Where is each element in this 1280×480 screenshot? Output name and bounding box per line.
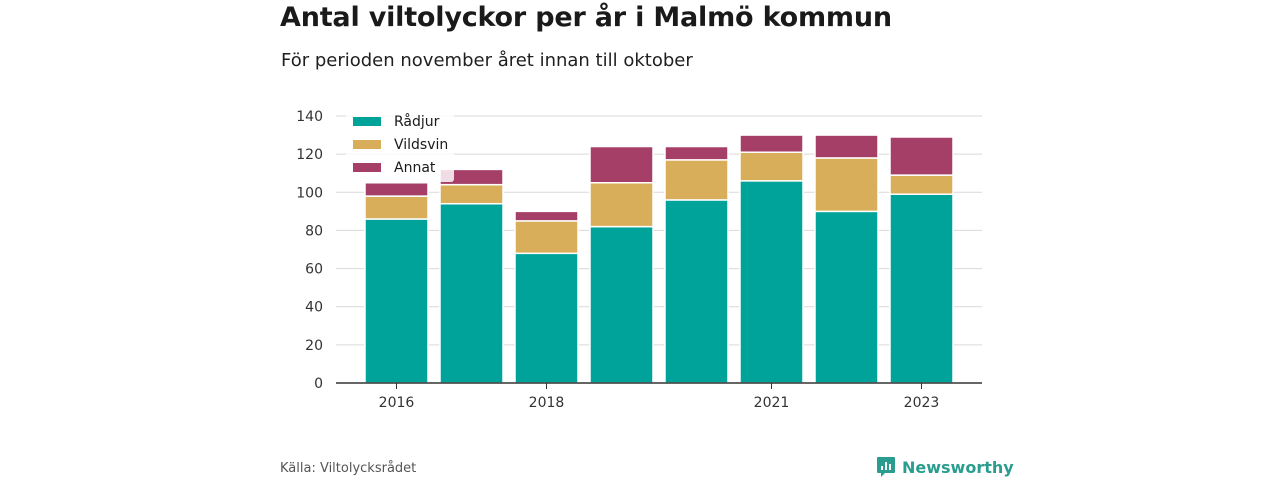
x-tick-label: 2018 [529,395,565,411]
bar-segment [889,174,954,195]
bar-segment [739,134,804,153]
newsworthy-logo-icon [877,457,895,477]
chart-subtitle: För perioden november året innan till ok… [281,50,693,71]
bar-segment [664,199,729,384]
legend-label: Vildsvin [394,137,448,153]
y-tick-label: 0 [314,376,323,392]
bar-segment [589,225,654,384]
bar-segment [814,134,879,159]
bar-segment [814,157,879,213]
x-tick-label: 2016 [379,395,415,411]
bar-segment [439,202,504,384]
bar-segment [739,180,804,384]
y-tick-label: 100 [296,185,323,201]
y-tick-label: 40 [305,300,323,316]
bar-segment [814,210,879,384]
y-tick-label: 120 [296,147,323,163]
newsworthy-brand[interactable]: Newsworthy [876,456,1014,478]
bar-segment [364,218,429,384]
bar-segment [589,182,654,228]
brand-name: Newsworthy [902,457,1014,477]
bar-segment [664,159,729,201]
bar-segment [364,195,429,220]
source-note: Källa: Viltolycksrådet [280,461,417,476]
y-tick-label: 20 [305,338,323,354]
legend-swatch [353,140,381,149]
y-tick-label: 140 [296,109,323,125]
y-tick-label: 80 [305,223,323,239]
x-tick-label: 2021 [754,395,790,411]
bar-segment [589,145,654,184]
bar-segment [514,220,579,255]
legend-label: Annat [394,160,436,176]
bar-segment [364,182,429,197]
bar-segment [889,193,954,384]
bar-segment [739,151,804,182]
x-tick-label: 2023 [904,395,940,411]
chart-title: Antal viltolyckor per år i Malmö kommun [280,2,892,33]
legend-swatch [353,117,381,126]
y-tick-label: 60 [305,262,323,278]
bar-segment [889,136,954,176]
bar-segment [664,145,729,161]
legend-swatch [353,163,381,172]
bar-segment [514,252,579,384]
bar-segment [514,210,579,222]
bar-segment [439,183,504,205]
legend-label: Rådjur [394,113,440,130]
